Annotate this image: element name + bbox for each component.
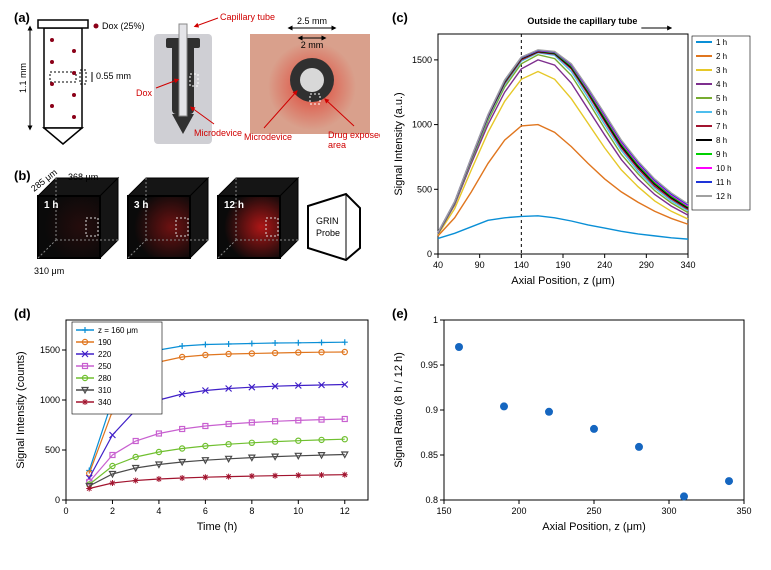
svg-text:Drug exposed: Drug exposed <box>328 130 380 140</box>
svg-text:290: 290 <box>639 260 654 270</box>
svg-text:12 h: 12 h <box>716 192 732 201</box>
svg-text:Dox: Dox <box>136 88 153 98</box>
svg-text:1500: 1500 <box>412 55 432 65</box>
svg-text:1: 1 <box>433 315 438 325</box>
svg-text:Axial Position, z (μm): Axial Position, z (μm) <box>542 521 646 533</box>
panel-e-svg: 150 200 250 300 350 0.8 0.85 0.9 0.95 1 Axial Posi… <box>388 306 758 536</box>
panel-label-a: (a) <box>14 10 30 25</box>
svg-text:40: 40 <box>433 260 443 270</box>
svg-text:12 h: 12 h <box>224 200 244 211</box>
svg-text:6 h: 6 h <box>716 108 727 117</box>
svg-text:z = 160 μm: z = 160 μm <box>98 326 138 335</box>
svg-text:Time (h): Time (h) <box>197 521 238 533</box>
svg-text:Signal Intensity (a.u.): Signal Intensity (a.u.) <box>393 92 405 195</box>
svg-text:2: 2 <box>110 506 115 516</box>
svg-text:0.8: 0.8 <box>425 495 438 505</box>
svg-text:6: 6 <box>203 506 208 516</box>
svg-text:8: 8 <box>249 506 254 516</box>
svg-text:150: 150 <box>436 506 451 516</box>
panel-e: (e) 150 200 250 300 350 0.8 0.85 0.9 0.95 1 Axial … <box>388 306 758 536</box>
svg-text:0: 0 <box>427 249 432 259</box>
svg-text:340: 340 <box>98 398 112 407</box>
svg-text:0: 0 <box>63 506 68 516</box>
svg-text:140: 140 <box>514 260 529 270</box>
svg-text:Microdevice: Microdevice <box>194 128 242 138</box>
svg-text:1000: 1000 <box>412 120 432 130</box>
svg-text:220: 220 <box>98 350 112 359</box>
svg-text:1500: 1500 <box>40 345 60 355</box>
svg-text:340: 340 <box>680 260 695 270</box>
svg-text:Probe: Probe <box>316 228 340 238</box>
svg-text:250: 250 <box>98 362 112 371</box>
svg-text:1000: 1000 <box>40 395 60 405</box>
panel-d: (d) 0 2 4 6 8 10 12 0 500 1000 1500 Time (h) Signal … <box>10 306 380 536</box>
svg-text:10: 10 <box>293 506 303 516</box>
svg-text:4 h: 4 h <box>716 80 727 89</box>
svg-text:240: 240 <box>597 260 612 270</box>
svg-text:12: 12 <box>340 506 350 516</box>
svg-text:Microdevice: Microdevice <box>244 132 292 142</box>
svg-text:Capillary tube: Capillary tube <box>220 12 275 22</box>
svg-text:300: 300 <box>661 506 676 516</box>
svg-text:280: 280 <box>98 374 112 383</box>
svg-text:Dox (25%): Dox (25%) <box>102 21 145 31</box>
svg-text:9 h: 9 h <box>716 150 727 159</box>
svg-text:500: 500 <box>45 445 60 455</box>
svg-text:5 h: 5 h <box>716 94 727 103</box>
svg-text:Signal Ratio (8 h / 12 h): Signal Ratio (8 h / 12 h) <box>393 352 405 468</box>
svg-text:310: 310 <box>98 386 112 395</box>
svg-text:7 h: 7 h <box>716 122 727 131</box>
svg-text:200: 200 <box>511 506 526 516</box>
svg-text:190: 190 <box>555 260 570 270</box>
svg-text:310 μm: 310 μm <box>34 266 64 276</box>
svg-text:4: 4 <box>156 506 161 516</box>
svg-text:Signal Intensity (counts): Signal Intensity (counts) <box>15 351 27 468</box>
svg-text:350: 350 <box>736 506 751 516</box>
svg-text:1 h: 1 h <box>44 200 58 211</box>
svg-text:GRIN: GRIN <box>316 216 339 226</box>
svg-text:Outside the capillary tube: Outside the capillary tube <box>527 16 637 26</box>
panel-label-c: (c) <box>392 10 408 25</box>
svg-text:8 h: 8 h <box>716 136 727 145</box>
svg-text:1 h: 1 h <box>716 38 727 47</box>
panel-a-svg: 1.1 mm 0.55 mm Dox (25%) Capillary tube Dox M… <box>10 10 380 160</box>
figure: (a) 1.1 mm 0.55 mm Dox (25%) Capillary tube… <box>10 10 761 536</box>
svg-text:Axial Position, z (μm): Axial Position, z (μm) <box>511 275 615 287</box>
panel-label-e: (e) <box>392 306 408 321</box>
panel-a: (a) 1.1 mm 0.55 mm Dox (25%) Capillary tube… <box>10 10 380 160</box>
svg-text:368 μm: 368 μm <box>68 172 98 182</box>
svg-text:0.55 mm: 0.55 mm <box>96 71 131 81</box>
svg-text:2.5 mm: 2.5 mm <box>297 16 327 26</box>
svg-text:0.9: 0.9 <box>425 405 438 415</box>
svg-text:area: area <box>328 140 346 150</box>
panel-b: (b) 1 h3 h12 h285 μm368 μm310 μmGRINProb… <box>10 168 380 298</box>
panel-c: (c) 40 90 140 190 240 290 340 0 500 1000 1500 Axial… <box>388 10 758 298</box>
panel-label-d: (d) <box>14 306 31 321</box>
panel-c-svg: 40 90 140 190 240 290 340 0 500 1000 1500 Axial Pos… <box>388 10 758 290</box>
svg-text:2 mm: 2 mm <box>301 40 324 50</box>
panel-b-svg: 1 h3 h12 h285 μm368 μm310 μmGRINProbe <box>10 168 380 298</box>
svg-text:1.1 mm: 1.1 mm <box>18 63 28 93</box>
panel-label-b: (b) <box>14 168 31 183</box>
svg-text:3 h: 3 h <box>134 200 148 211</box>
svg-text:10 h: 10 h <box>716 164 732 173</box>
svg-text:0: 0 <box>55 495 60 505</box>
svg-text:0.95: 0.95 <box>420 360 438 370</box>
panel-d-svg: 0 2 4 6 8 10 12 0 500 1000 1500 Time (h) Signal Inte… <box>10 306 380 536</box>
svg-text:3 h: 3 h <box>716 66 727 75</box>
svg-text:190: 190 <box>98 338 112 347</box>
svg-text:11 h: 11 h <box>716 178 731 187</box>
svg-text:500: 500 <box>417 184 432 194</box>
svg-text:90: 90 <box>475 260 485 270</box>
svg-text:0.85: 0.85 <box>420 450 438 460</box>
svg-text:250: 250 <box>586 506 601 516</box>
svg-text:2 h: 2 h <box>716 52 727 61</box>
